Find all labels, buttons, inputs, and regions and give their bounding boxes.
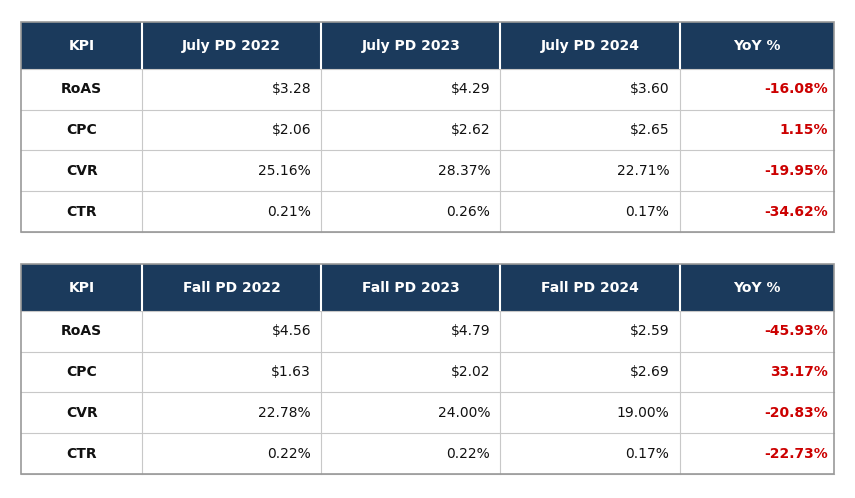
Text: 0.17%: 0.17%	[625, 447, 669, 461]
Text: -22.73%: -22.73%	[764, 447, 828, 461]
Text: CPC: CPC	[67, 365, 97, 379]
Text: 28.37%: 28.37%	[438, 164, 490, 178]
Text: -19.95%: -19.95%	[764, 164, 828, 178]
Bar	[21, 264, 834, 311]
Text: 19.00%: 19.00%	[616, 406, 669, 420]
Bar	[21, 311, 834, 352]
Text: CPC: CPC	[67, 123, 97, 137]
Text: 24.00%: 24.00%	[438, 406, 490, 420]
Text: 22.78%: 22.78%	[258, 406, 311, 420]
Bar	[21, 69, 834, 110]
Bar	[21, 22, 834, 232]
Text: Fall PD 2023: Fall PD 2023	[362, 280, 460, 295]
Text: -34.62%: -34.62%	[764, 205, 828, 219]
Bar	[21, 264, 834, 474]
Text: $2.06: $2.06	[271, 123, 311, 137]
Text: $2.62: $2.62	[451, 123, 490, 137]
Text: $2.69: $2.69	[629, 365, 669, 379]
Bar	[21, 392, 834, 433]
Text: RoAS: RoAS	[62, 82, 103, 96]
Text: 33.17%: 33.17%	[770, 365, 828, 379]
Text: 0.26%: 0.26%	[446, 205, 490, 219]
Text: $3.28: $3.28	[271, 82, 311, 96]
Text: $2.02: $2.02	[451, 365, 490, 379]
Text: 0.22%: 0.22%	[446, 447, 490, 461]
Text: RoAS: RoAS	[62, 324, 103, 338]
Text: July PD 2022: July PD 2022	[182, 38, 281, 53]
Text: CVR: CVR	[66, 164, 97, 178]
Text: July PD 2024: July PD 2024	[540, 38, 640, 53]
Bar	[21, 150, 834, 191]
Text: $4.79: $4.79	[451, 324, 490, 338]
Text: 22.71%: 22.71%	[616, 164, 669, 178]
Text: -16.08%: -16.08%	[764, 82, 828, 96]
Text: YoY %: YoY %	[733, 38, 781, 53]
Text: YoY %: YoY %	[733, 280, 781, 295]
Text: $2.59: $2.59	[629, 324, 669, 338]
Bar	[21, 191, 834, 232]
Text: $1.63: $1.63	[271, 365, 311, 379]
Text: $3.60: $3.60	[629, 82, 669, 96]
Text: KPI: KPI	[68, 280, 95, 295]
Text: 0.22%: 0.22%	[268, 447, 311, 461]
Text: CTR: CTR	[67, 447, 97, 461]
Text: CTR: CTR	[67, 205, 97, 219]
Text: -20.83%: -20.83%	[764, 406, 828, 420]
Text: $2.65: $2.65	[629, 123, 669, 137]
Text: $4.29: $4.29	[451, 82, 490, 96]
Bar	[21, 352, 834, 392]
Bar	[21, 22, 834, 69]
Text: July PD 2023: July PD 2023	[362, 38, 460, 53]
Text: $4.56: $4.56	[271, 324, 311, 338]
Bar	[21, 433, 834, 474]
Bar	[21, 110, 834, 150]
Text: CVR: CVR	[66, 406, 97, 420]
Text: 0.17%: 0.17%	[625, 205, 669, 219]
Text: 25.16%: 25.16%	[258, 164, 311, 178]
Text: Fall PD 2022: Fall PD 2022	[183, 280, 280, 295]
Text: 1.15%: 1.15%	[779, 123, 828, 137]
Text: -45.93%: -45.93%	[764, 324, 828, 338]
Text: 0.21%: 0.21%	[267, 205, 311, 219]
Text: Fall PD 2024: Fall PD 2024	[541, 280, 639, 295]
Text: KPI: KPI	[68, 38, 95, 53]
